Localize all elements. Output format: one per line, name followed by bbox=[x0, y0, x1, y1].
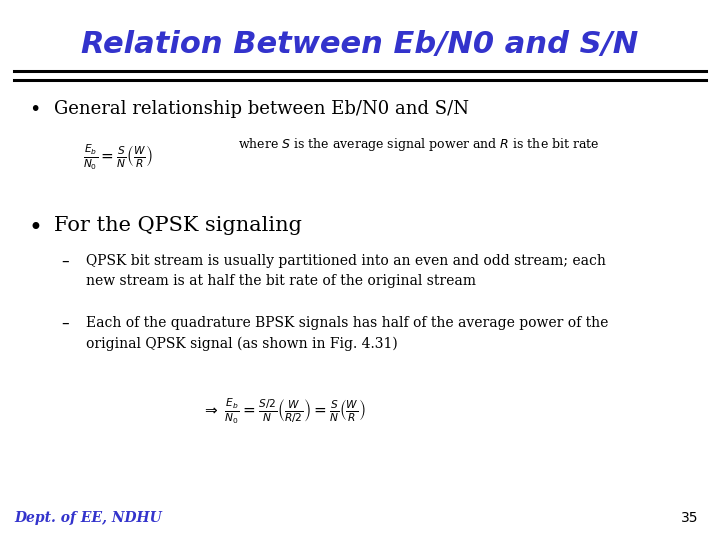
Text: 35: 35 bbox=[681, 511, 698, 525]
Text: •: • bbox=[29, 100, 40, 119]
Text: –: – bbox=[61, 254, 69, 269]
Text: •: • bbox=[29, 216, 42, 240]
Text: $\frac{E_b}{N_0} = \frac{S}{N}\left(\frac{W}{R}\right)$: $\frac{E_b}{N_0} = \frac{S}{N}\left(\fra… bbox=[83, 143, 153, 172]
Text: $\Rightarrow\;\frac{E_b}{N_0} = \frac{S/2}{N}\left(\frac{W}{R/2}\right) = \frac{: $\Rightarrow\;\frac{E_b}{N_0} = \frac{S/… bbox=[202, 397, 366, 426]
Text: Dept. of EE, NDHU: Dept. of EE, NDHU bbox=[14, 511, 162, 525]
Text: Each of the quadrature BPSK signals has half of the average power of the
origina: Each of the quadrature BPSK signals has … bbox=[86, 316, 609, 351]
Text: Relation Between Eb/N0 and S/N: Relation Between Eb/N0 and S/N bbox=[81, 30, 639, 59]
Text: QPSK bit stream is usually partitioned into an even and odd stream; each
new str: QPSK bit stream is usually partitioned i… bbox=[86, 254, 606, 288]
Text: where $S$ is the average signal power and $R$ is the bit rate: where $S$ is the average signal power an… bbox=[238, 136, 599, 153]
Text: General relationship between Eb/N0 and S/N: General relationship between Eb/N0 and S… bbox=[54, 100, 469, 118]
Text: For the QPSK signaling: For the QPSK signaling bbox=[54, 216, 302, 235]
Text: –: – bbox=[61, 316, 69, 331]
